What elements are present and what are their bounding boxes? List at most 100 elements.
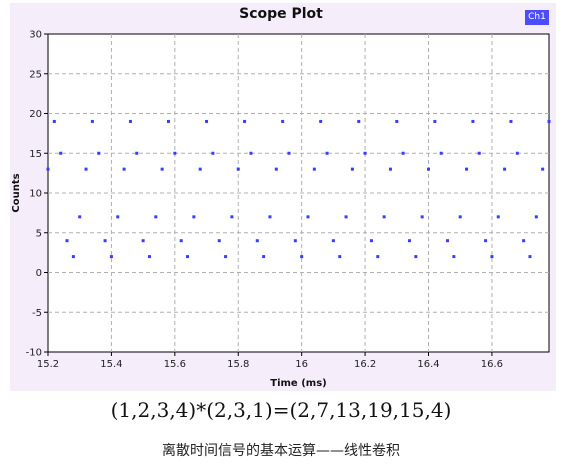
data-point xyxy=(382,215,386,219)
data-point xyxy=(90,119,94,123)
data-point xyxy=(458,215,462,219)
data-point xyxy=(217,239,221,243)
legend-ch1: Ch1 xyxy=(525,10,549,25)
data-point xyxy=(173,151,177,155)
data-point xyxy=(262,255,266,259)
data-point xyxy=(547,119,551,123)
data-point xyxy=(59,151,63,155)
data-point xyxy=(78,215,82,219)
data-point xyxy=(230,215,234,219)
data-point xyxy=(484,239,488,243)
data-point xyxy=(338,255,342,259)
data-point xyxy=(407,239,411,243)
data-point xyxy=(439,151,443,155)
data-point xyxy=(179,239,183,243)
data-point xyxy=(141,239,145,243)
data-point xyxy=(287,151,291,155)
data-point xyxy=(300,255,304,259)
data-point xyxy=(522,239,526,243)
data-point xyxy=(414,255,418,259)
data-point xyxy=(154,215,158,219)
data-point xyxy=(243,119,247,123)
data-point xyxy=(528,255,532,259)
y-tick-label: 0 xyxy=(36,268,42,279)
data-point xyxy=(357,119,361,123)
x-tick-label: 15.8 xyxy=(227,359,249,370)
caption: 离散时间信号的基本运算——线性卷积 xyxy=(162,443,400,459)
data-point xyxy=(369,239,373,243)
data-point xyxy=(274,167,278,171)
data-point xyxy=(52,119,56,123)
data-point xyxy=(84,167,88,171)
data-point xyxy=(46,167,50,171)
data-point xyxy=(465,167,469,171)
data-point xyxy=(306,215,310,219)
y-tick-label: -5 xyxy=(32,308,42,319)
data-point xyxy=(65,239,69,243)
grid-lines xyxy=(48,34,549,352)
data-point xyxy=(496,215,500,219)
data-point xyxy=(477,151,481,155)
data-point xyxy=(160,167,164,171)
data-point xyxy=(211,151,215,155)
data-point xyxy=(268,215,272,219)
x-tick-label: 16.4 xyxy=(417,359,439,370)
x-tick-label: 16 xyxy=(295,359,308,370)
data-point xyxy=(293,239,297,243)
data-point xyxy=(433,119,437,123)
data-point xyxy=(331,239,335,243)
data-point xyxy=(471,119,475,123)
x-tick-label: 16.6 xyxy=(481,359,503,370)
data-point xyxy=(109,255,113,259)
data-point xyxy=(388,167,392,171)
data-point xyxy=(401,151,405,155)
data-point xyxy=(344,215,348,219)
data-point xyxy=(395,119,399,123)
data-point xyxy=(503,167,507,171)
data-point xyxy=(515,151,519,155)
y-tick-label: 30 xyxy=(29,30,42,41)
data-point xyxy=(128,119,132,123)
data-point xyxy=(186,255,190,259)
data-point xyxy=(534,215,538,219)
data-point xyxy=(490,255,494,259)
data-point xyxy=(249,151,253,155)
data-point xyxy=(205,119,209,123)
data-point xyxy=(420,215,424,219)
data-point xyxy=(103,239,107,243)
plot-area xyxy=(47,33,550,353)
data-point xyxy=(147,255,151,259)
y-axis-title: Counts xyxy=(11,173,22,212)
y-tick-label: 25 xyxy=(29,69,42,80)
data-point xyxy=(427,167,431,171)
data-point xyxy=(97,151,101,155)
x-tick-label: 16.2 xyxy=(354,359,376,370)
data-point xyxy=(255,239,259,243)
data-point xyxy=(376,255,380,259)
data-point xyxy=(509,119,513,123)
data-point xyxy=(312,167,316,171)
data-point xyxy=(122,167,126,171)
x-tick-label: 15.6 xyxy=(164,359,186,370)
y-tick-label: -10 xyxy=(26,348,42,359)
convolution-formula: (1,2,3,4)*(2,3,1)=(2,7,13,19,15,4) xyxy=(110,398,452,422)
data-point xyxy=(281,119,285,123)
data-point xyxy=(135,151,139,155)
x-tick-label: 15.2 xyxy=(37,359,59,370)
data-point xyxy=(541,167,545,171)
x-tick-label: 15.4 xyxy=(100,359,122,370)
data-point xyxy=(350,167,354,171)
y-tick-label: 10 xyxy=(29,189,42,200)
y-tick-label: 15 xyxy=(29,149,42,160)
data-point xyxy=(325,151,329,155)
y-tick-label: 20 xyxy=(29,109,42,120)
x-axis-title: Time (ms) xyxy=(270,378,326,389)
chart-title: Scope Plot xyxy=(239,6,323,22)
data-point xyxy=(192,215,196,219)
data-point xyxy=(363,151,367,155)
data-point xyxy=(236,167,240,171)
data-point xyxy=(116,215,120,219)
data-point xyxy=(166,119,170,123)
